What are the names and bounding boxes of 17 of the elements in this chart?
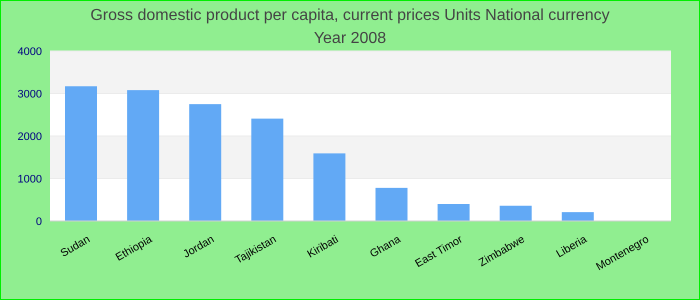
bar [189, 104, 222, 221]
bar [376, 188, 408, 221]
bar [562, 212, 594, 221]
y-tick-label: 2000 [18, 130, 42, 143]
chart-subtitle: Year 2008 [314, 30, 386, 47]
bar [65, 86, 97, 221]
y-tick-label: 3000 [18, 88, 42, 100]
bar [127, 90, 160, 221]
bar [438, 204, 470, 221]
bar [500, 206, 532, 221]
y-tick-label: 1000 [18, 173, 42, 186]
y-tick-label: 0 [36, 216, 42, 228]
x-tick-label: East Timor [413, 233, 466, 270]
bar [313, 153, 346, 221]
chart-title: Gross domestic product per capita, current prices Units National currency [89, 6, 611, 26]
bar [251, 118, 284, 221]
y-tick-label: 4000 [18, 46, 42, 58]
